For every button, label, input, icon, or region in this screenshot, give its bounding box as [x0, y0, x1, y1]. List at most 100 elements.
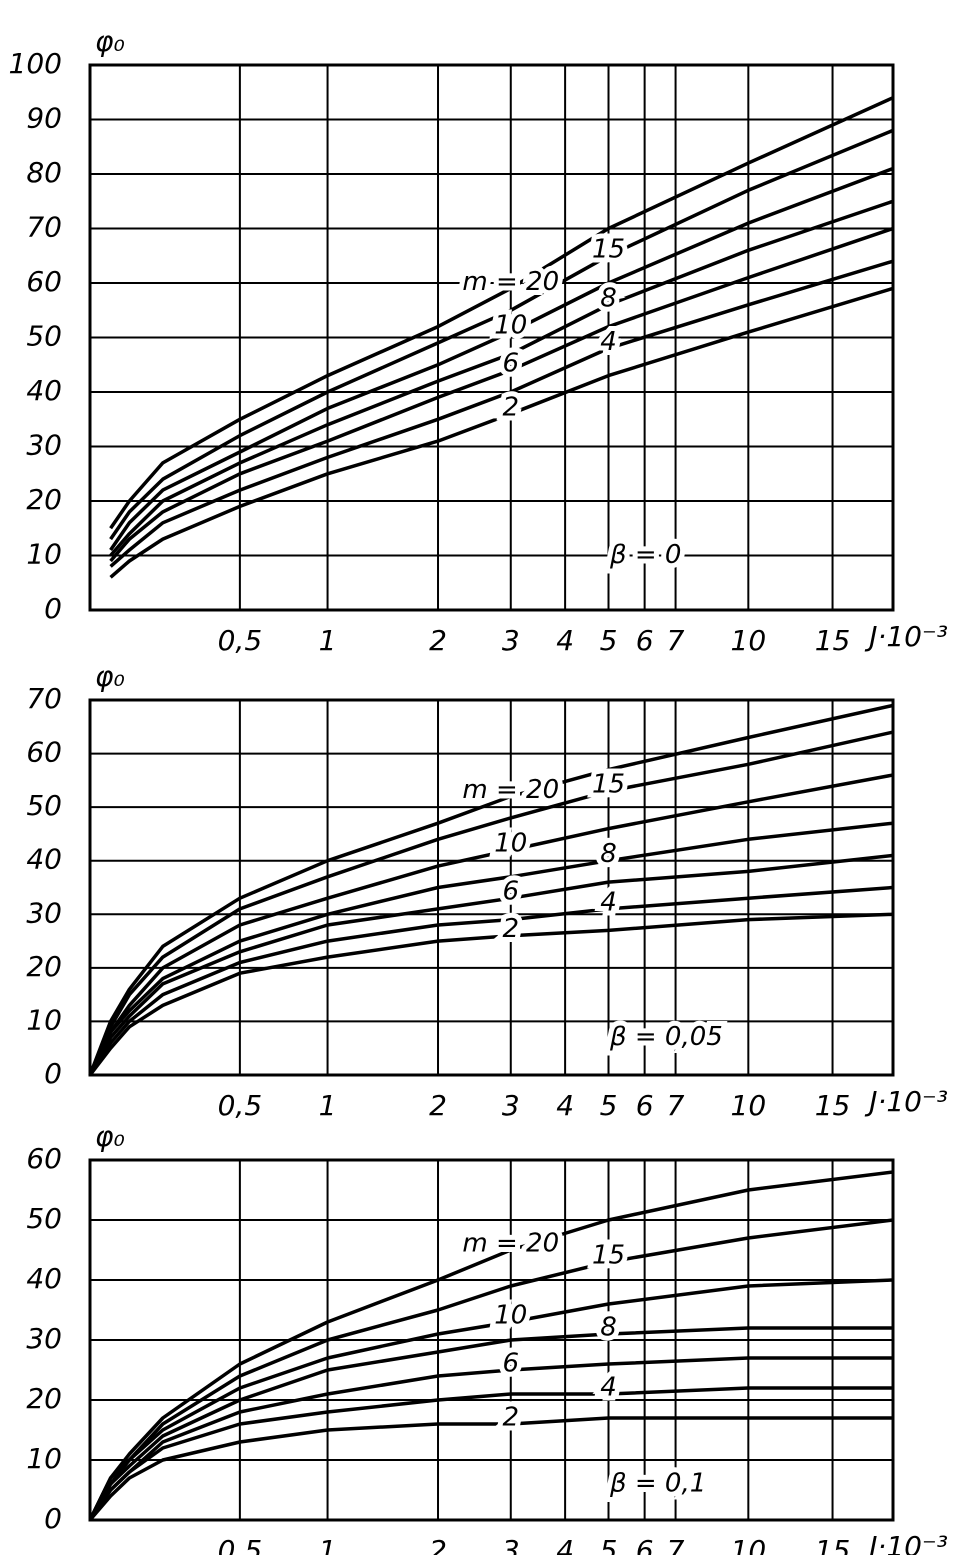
- x-tick-label: 7: [667, 1534, 685, 1555]
- y-tick-label: 70: [26, 682, 62, 715]
- curve: [88, 912, 894, 1077]
- x-tick-label: 10: [731, 1534, 767, 1555]
- annotation: β = 0,1: [609, 1469, 706, 1499]
- x-axis-label: J·10⁻³: [864, 1530, 948, 1555]
- curve-label: m = 20: [462, 1229, 559, 1259]
- y-tick-label: 10: [26, 1003, 62, 1036]
- x-tick-label: 4: [556, 624, 574, 657]
- curve-label: 4: [600, 327, 617, 357]
- y-tick-label: 60: [26, 265, 62, 298]
- x-tick-label: 15: [815, 1089, 851, 1122]
- plot-frame: [88, 1158, 895, 1522]
- y-axis-label: φ₀: [95, 1120, 125, 1153]
- x-tick-label: 6: [636, 624, 654, 657]
- curve-label: 6: [502, 349, 519, 379]
- curve-label: 8: [600, 283, 617, 313]
- curve: [109, 128, 894, 541]
- y-tick-label: 20: [26, 950, 62, 983]
- x-tick-label: 0,5: [218, 624, 263, 657]
- x-tick-label: 5: [600, 1534, 618, 1555]
- curve-label: 15: [592, 234, 625, 264]
- y-axis-label: φ₀: [95, 660, 125, 693]
- curve-label: 6: [502, 1349, 519, 1379]
- x-tick-label: 6: [636, 1089, 654, 1122]
- x-axis-label: J·10⁻³: [864, 1085, 948, 1118]
- y-tick-label: 20: [26, 1382, 62, 1415]
- y-tick-label: 30: [26, 896, 62, 929]
- curve-label: m = 20: [462, 267, 559, 297]
- plot-frame: [88, 698, 895, 1077]
- y-tick-label: 100: [9, 47, 62, 80]
- curve-label: 4: [600, 1373, 617, 1403]
- x-tick-label: 1: [319, 1089, 337, 1122]
- annotation: β = 0,05: [609, 1022, 723, 1052]
- curve: [88, 730, 894, 1076]
- x-tick-label: 7: [667, 624, 685, 657]
- curve: [109, 259, 894, 568]
- curve-label: 4: [600, 887, 617, 917]
- x-tick-label: 1: [319, 1534, 337, 1555]
- y-tick-label: 50: [26, 789, 62, 822]
- y-tick-label: 60: [26, 1142, 62, 1175]
- x-tick-label: 3: [502, 1534, 520, 1555]
- x-tick-label: 2: [429, 624, 447, 657]
- curve: [88, 1416, 893, 1522]
- curve-label: m = 20: [462, 775, 559, 805]
- curve-label: 10: [494, 1301, 527, 1331]
- y-tick-label: 70: [26, 211, 62, 244]
- y-tick-label: 50: [26, 320, 62, 353]
- y-tick-label: 0: [44, 1057, 62, 1090]
- curve: [88, 773, 894, 1076]
- x-tick-label: 5: [600, 1089, 618, 1122]
- curve-label: 8: [600, 1313, 617, 1343]
- curve: [109, 199, 894, 557]
- curve: [88, 853, 894, 1076]
- y-tick-label: 40: [26, 1262, 62, 1295]
- annotation: β = 0: [609, 540, 681, 570]
- curve-label: 6: [502, 877, 519, 907]
- curve: [88, 1386, 893, 1521]
- x-tick-label: 0,5: [218, 1089, 263, 1122]
- y-tick-label: 50: [26, 1202, 62, 1235]
- x-tick-label: 4: [556, 1089, 574, 1122]
- x-tick-label: 0,5: [218, 1534, 263, 1555]
- curve-label: 10: [494, 311, 527, 341]
- curve: [109, 166, 894, 551]
- y-tick-label: 10: [26, 538, 62, 571]
- y-tick-label: 90: [26, 102, 62, 135]
- x-tick-label: 15: [815, 1534, 851, 1555]
- curve: [88, 1356, 893, 1521]
- x-tick-label: 15: [815, 624, 851, 657]
- curve-label: 15: [592, 770, 625, 800]
- x-tick-label: 2: [429, 1534, 447, 1555]
- y-tick-label: 80: [26, 156, 62, 189]
- y-tick-label: 60: [26, 736, 62, 769]
- plot-frame: [88, 63, 895, 612]
- y-tick-label: 10: [26, 1442, 62, 1475]
- curve: [109, 96, 894, 530]
- curve-label: 2: [502, 914, 519, 944]
- curve: [109, 286, 894, 579]
- curve-label: 2: [502, 392, 519, 422]
- curve: [88, 1326, 893, 1521]
- curve-label: 15: [592, 1241, 625, 1271]
- x-tick-label: 5: [600, 624, 618, 657]
- y-tick-label: 20: [26, 483, 62, 516]
- x-axis-label: J·10⁻³: [864, 620, 948, 653]
- curve: [88, 821, 894, 1076]
- x-tick-label: 2: [429, 1089, 447, 1122]
- x-tick-label: 10: [731, 624, 767, 657]
- x-tick-label: 1: [319, 624, 337, 657]
- x-tick-label: 7: [667, 1089, 685, 1122]
- x-tick-label: 6: [636, 1534, 654, 1555]
- curve-label: 10: [494, 829, 527, 859]
- curve: [88, 1278, 894, 1521]
- y-tick-label: 30: [26, 429, 62, 462]
- y-tick-label: 0: [44, 592, 62, 625]
- y-tick-label: 0: [44, 1502, 62, 1535]
- x-tick-label: 10: [731, 1089, 767, 1122]
- curve: [88, 885, 894, 1076]
- x-tick-label: 3: [502, 624, 520, 657]
- curve: [109, 226, 894, 563]
